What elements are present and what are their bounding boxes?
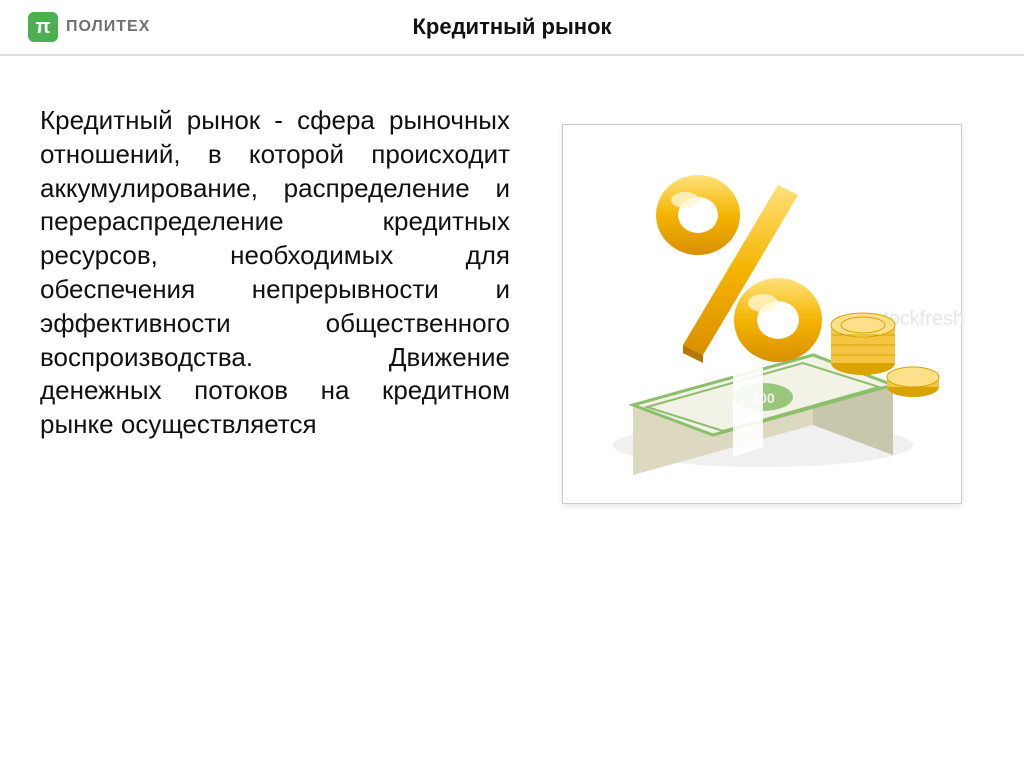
money-percent-icon: stockfresh 100 [563,125,963,505]
coin-stack-icon [831,313,895,375]
single-coin-icon [887,367,939,397]
brand-name: ПОЛИТЕХ [66,18,150,36]
page-title: Кредитный рынок [412,14,611,40]
percent-icon [656,175,822,363]
definition-paragraph: Кредитный рынок - сфера рыночных отношен… [40,104,510,442]
brand-logo: π ПОЛИТЕХ [28,12,150,42]
text-column: Кредитный рынок - сфера рыночных отношен… [40,104,540,504]
slide-header: π ПОЛИТЕХ Кредитный рынок [0,0,1024,56]
slide-content: Кредитный рынок - сфера рыночных отношен… [0,56,1024,504]
money-percent-illustration: stockfresh 100 [562,124,962,504]
image-column: stockfresh 100 [540,104,984,504]
pi-icon: π [28,12,58,42]
